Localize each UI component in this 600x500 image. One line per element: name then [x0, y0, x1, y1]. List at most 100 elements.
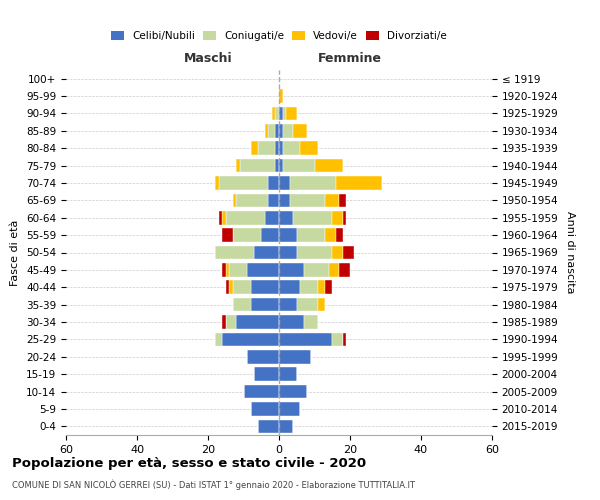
Bar — [279, 368, 297, 381]
Bar — [222, 263, 226, 276]
Bar — [226, 211, 265, 224]
Bar — [251, 402, 279, 415]
Bar — [283, 159, 314, 172]
Bar — [283, 142, 301, 155]
Bar — [233, 298, 251, 312]
Text: Maschi: Maschi — [184, 52, 232, 65]
Bar — [279, 176, 290, 190]
Bar — [293, 211, 332, 224]
Bar — [279, 124, 283, 138]
Bar — [279, 246, 297, 260]
Bar — [297, 228, 325, 242]
Bar — [268, 194, 279, 207]
Bar — [304, 263, 329, 276]
Bar — [343, 246, 353, 260]
Bar — [229, 263, 247, 276]
Bar — [329, 263, 340, 276]
Bar — [215, 246, 254, 260]
Bar — [275, 142, 279, 155]
Y-axis label: Anni di nascita: Anni di nascita — [565, 211, 575, 294]
Text: COMUNE DI SAN NICOLÒ GERREI (SU) - Dati ISTAT 1° gennaio 2020 - Elaborazione TUT: COMUNE DI SAN NICOLÒ GERREI (SU) - Dati … — [12, 479, 415, 490]
Bar — [279, 228, 297, 242]
Bar — [268, 124, 275, 138]
Bar — [222, 211, 226, 224]
Bar — [236, 159, 240, 172]
Bar — [236, 194, 268, 207]
Bar — [222, 228, 233, 242]
Bar — [279, 90, 283, 103]
Text: Popolazione per età, sesso e stato civile - 2020: Popolazione per età, sesso e stato civil… — [12, 458, 366, 470]
Bar — [226, 315, 236, 329]
Legend: Celibi/Nubili, Coniugati/e, Vedovi/e, Divorziati/e: Celibi/Nubili, Coniugati/e, Vedovi/e, Di… — [108, 28, 450, 44]
Bar — [318, 298, 325, 312]
Bar — [279, 142, 283, 155]
Bar — [279, 420, 293, 433]
Bar — [286, 106, 297, 120]
Bar — [279, 194, 290, 207]
Bar — [279, 159, 283, 172]
Bar — [279, 315, 304, 329]
Bar — [336, 176, 382, 190]
Bar — [301, 142, 318, 155]
Bar — [233, 194, 236, 207]
Bar — [304, 315, 318, 329]
Bar — [340, 263, 350, 276]
Bar — [290, 176, 336, 190]
Bar — [251, 280, 279, 294]
Bar — [279, 350, 311, 364]
Bar — [332, 211, 343, 224]
Bar — [215, 176, 218, 190]
Bar — [240, 159, 275, 172]
Bar — [229, 280, 233, 294]
Bar — [261, 228, 279, 242]
Bar — [325, 280, 332, 294]
Bar — [251, 142, 258, 155]
Bar — [254, 246, 279, 260]
Bar — [283, 124, 293, 138]
Bar — [283, 106, 286, 120]
Bar — [275, 159, 279, 172]
Bar — [336, 228, 343, 242]
Bar — [258, 142, 275, 155]
Bar — [279, 263, 304, 276]
Y-axis label: Fasce di età: Fasce di età — [10, 220, 20, 286]
Bar — [343, 211, 346, 224]
Bar — [279, 385, 307, 398]
Bar — [233, 280, 251, 294]
Bar — [251, 298, 279, 312]
Bar — [222, 332, 279, 346]
Bar — [226, 263, 229, 276]
Bar — [275, 124, 279, 138]
Bar — [265, 124, 268, 138]
Bar — [279, 298, 297, 312]
Bar — [279, 211, 293, 224]
Bar — [297, 246, 332, 260]
Bar — [233, 228, 261, 242]
Bar — [258, 420, 279, 433]
Bar — [332, 246, 343, 260]
Bar — [236, 315, 279, 329]
Bar — [244, 385, 279, 398]
Bar — [218, 176, 268, 190]
Bar — [279, 280, 301, 294]
Bar — [272, 106, 275, 120]
Bar — [279, 402, 301, 415]
Bar — [343, 332, 346, 346]
Bar — [247, 350, 279, 364]
Bar — [218, 211, 222, 224]
Bar — [247, 263, 279, 276]
Bar — [279, 332, 332, 346]
Bar — [318, 280, 325, 294]
Text: Femmine: Femmine — [318, 52, 382, 65]
Bar — [275, 106, 279, 120]
Bar — [297, 298, 318, 312]
Bar — [265, 211, 279, 224]
Bar — [325, 228, 336, 242]
Bar — [268, 176, 279, 190]
Bar — [254, 368, 279, 381]
Bar — [340, 194, 346, 207]
Bar — [332, 332, 343, 346]
Bar — [314, 159, 343, 172]
Bar — [226, 280, 229, 294]
Bar — [215, 332, 222, 346]
